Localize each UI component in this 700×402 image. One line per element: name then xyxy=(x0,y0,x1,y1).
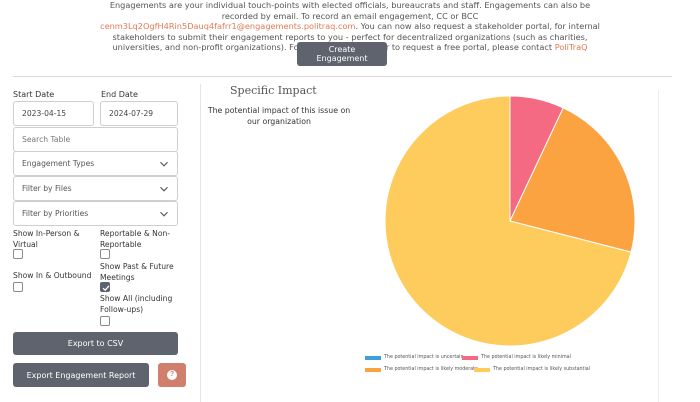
end-date-input[interactable]: 2024-07-29 xyxy=(100,101,178,126)
pie-slice-2[interactable] xyxy=(509,107,636,253)
divider xyxy=(13,76,672,77)
intro-line1: Engagements are your individual touch-po… xyxy=(109,0,591,21)
show-all-label: Show All (including Follow-ups) xyxy=(100,294,173,314)
legend-item-2[interactable]: The potential impact is likely moderate xyxy=(365,367,478,372)
legend-label-1: The potential impact is likely minimal xyxy=(481,355,571,360)
end-date-label: End Date xyxy=(101,90,138,99)
filter-files-select[interactable]: Filter by Files xyxy=(13,176,178,201)
legend-item-1[interactable]: The potential impact is likely minimal xyxy=(462,355,571,360)
filter-files-label: Filter by Files xyxy=(22,184,72,193)
engagement-types-label: Engagement Types xyxy=(22,159,95,168)
reportable-label: Reportable & Non-Reportable xyxy=(100,229,171,249)
panel-border xyxy=(658,90,659,402)
chart-subtitle: The potential impact of this issue on ou… xyxy=(207,106,351,126)
past-future-checkbox[interactable] xyxy=(100,282,110,292)
pie-slice-3[interactable] xyxy=(384,95,632,347)
intro-line2-prefix: To record an email engagement, CC or BCC xyxy=(301,10,479,21)
in-person-label: Show In-Person & Virtual xyxy=(13,229,80,249)
reportable-checkbox[interactable] xyxy=(100,249,110,259)
chart-title: Specific Impact xyxy=(230,84,317,97)
legend-swatch-2 xyxy=(365,367,381,372)
chevron-down-icon xyxy=(160,211,168,217)
in-outbound-label: Show In & Outbound xyxy=(13,271,92,280)
chevron-down-icon xyxy=(160,161,168,167)
legend-swatch-1 xyxy=(462,355,478,360)
in-outbound-checkbox[interactable] xyxy=(13,282,23,292)
chevron-down-icon xyxy=(160,186,168,192)
past-future-label: Show Past & Future Meetings xyxy=(100,262,174,282)
engagement-email-link[interactable]: cenm3Lq2OgfH4Rin5Dauq4fafrr1@engagements… xyxy=(100,21,356,32)
create-engagement-button[interactable]: Create Engagement xyxy=(297,42,387,66)
start-date-label: Start Date xyxy=(13,90,55,99)
legend-label-2: The potential impact is likely moderate xyxy=(384,367,478,372)
search-table-input[interactable]: Search Table xyxy=(13,127,178,152)
legend-swatch-0 xyxy=(365,355,381,360)
legend-item-3[interactable]: The potential impact is likely substanti… xyxy=(474,367,590,372)
filter-priorities-label: Filter by Priorities xyxy=(22,209,89,218)
filter-priorities-select[interactable]: Filter by Priorities xyxy=(13,201,178,226)
start-date-input[interactable]: 2023-04-15 xyxy=(13,101,94,126)
legend-label-0: The potential impact is uncertain xyxy=(384,355,464,360)
legend-label-3: The potential impact is likely substanti… xyxy=(493,367,591,372)
help-icon: ? xyxy=(167,370,177,380)
show-all-checkbox[interactable] xyxy=(100,316,110,326)
checkmark-icon xyxy=(102,285,110,292)
panel-divider xyxy=(200,84,201,402)
impact-pie-chart xyxy=(384,95,636,347)
legend-item-0[interactable]: The potential impact is uncertain xyxy=(365,355,464,360)
legend-swatch-3 xyxy=(474,367,490,372)
help-button[interactable]: ? xyxy=(158,363,186,387)
in-person-checkbox[interactable] xyxy=(13,249,23,259)
engagement-types-select[interactable]: Engagement Types xyxy=(13,151,178,176)
export-report-button[interactable]: Export Engagement Report xyxy=(13,363,149,387)
export-csv-button[interactable]: Export to CSV xyxy=(13,332,178,355)
